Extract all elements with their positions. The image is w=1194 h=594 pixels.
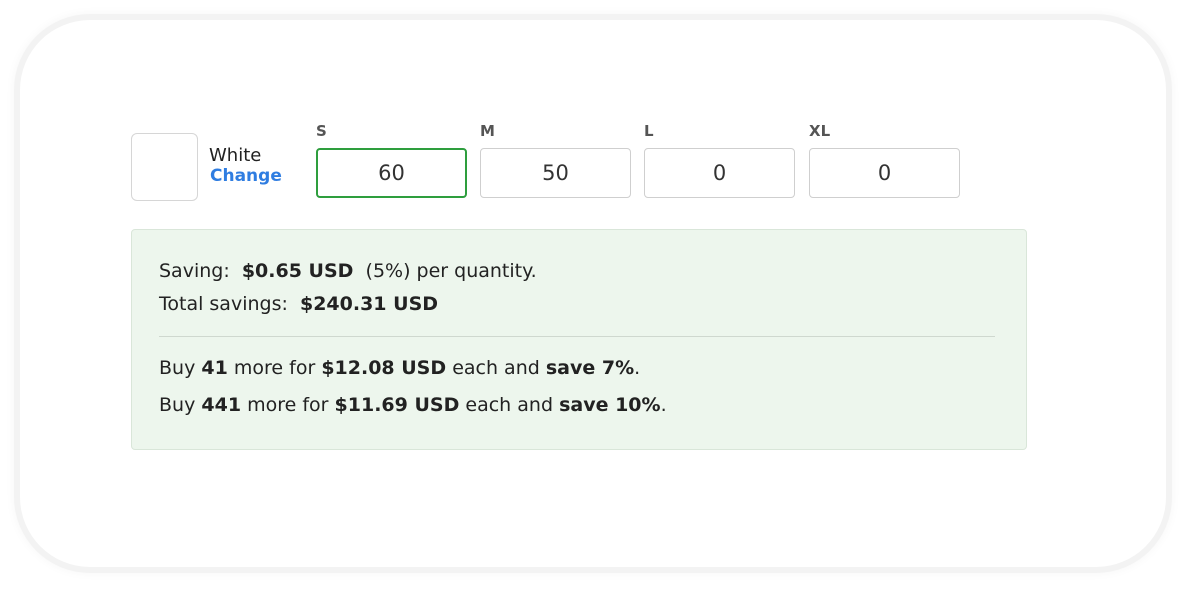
saving-amount: $0.65 USD (241, 260, 354, 282)
tier-line: Buy 441 more for $11.69 USD each and sav… (159, 394, 667, 416)
size-m: M (480, 122, 631, 198)
size-l: L (644, 122, 795, 198)
saving-label: Saving: (159, 260, 230, 282)
color-name: White (209, 145, 262, 166)
total-savings-line: Total savings: $240.31 USD (159, 293, 438, 315)
tier-line: Buy 41 more for $12.08 USD each and save… (159, 357, 641, 379)
quantity-input-xl[interactable] (809, 148, 960, 198)
size-label: L (644, 122, 654, 140)
savings-panel: Saving: $0.65 USD (5%) per quantity. Tot… (131, 229, 1027, 450)
quantity-input-s[interactable] (316, 148, 467, 198)
quantity-input-m[interactable] (480, 148, 631, 198)
size-label: M (480, 122, 495, 140)
saving-line: Saving: $0.65 USD (5%) per quantity. (159, 260, 537, 282)
color-swatch[interactable] (131, 133, 198, 201)
saving-percent: (5%) per quantity. (365, 260, 537, 282)
quantity-input-l[interactable] (644, 148, 795, 198)
change-color-link[interactable]: Change (210, 166, 282, 186)
size-s: S (316, 122, 467, 198)
total-amount: $240.31 USD (299, 293, 439, 315)
size-label: XL (809, 122, 831, 140)
total-label: Total savings: (159, 293, 288, 315)
size-xl: XL (809, 122, 960, 198)
size-label: S (316, 122, 327, 140)
divider (159, 336, 995, 337)
